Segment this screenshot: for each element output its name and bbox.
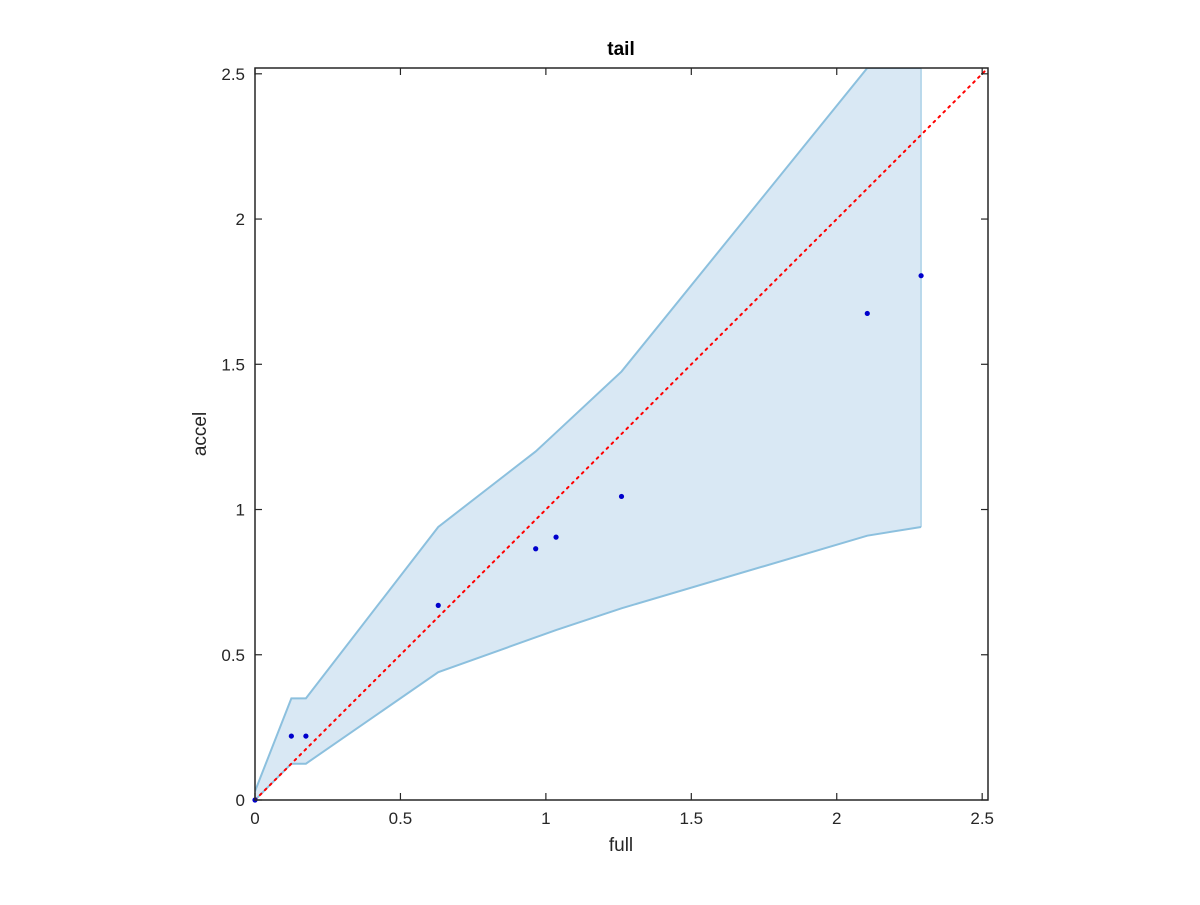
x-tick-label: 2.5	[970, 809, 994, 828]
x-tick-label: 2	[832, 809, 841, 828]
reference-line	[255, 68, 988, 800]
data-point	[533, 546, 539, 552]
axes-box	[254, 67, 989, 801]
data-points	[252, 273, 924, 803]
band-lower-edge	[255, 525, 922, 800]
data-point	[303, 733, 309, 739]
y-tick-label: 1.5	[221, 355, 245, 374]
y-tick-label: 2.5	[221, 65, 245, 84]
x-tick-label: 0	[250, 809, 259, 828]
y-tick-label: 1	[236, 501, 245, 520]
confidence-band	[255, 68, 922, 800]
x-tick-label: 0.5	[389, 809, 413, 828]
data-point	[288, 733, 294, 739]
y-tick-label: 2	[236, 210, 245, 229]
data-point	[918, 273, 924, 279]
y-axis-label: accel	[190, 412, 211, 456]
x-tick-label: 1.5	[679, 809, 703, 828]
x-axis-label: full	[609, 835, 633, 856]
band-fill	[255, 68, 922, 800]
data-point	[864, 310, 870, 317]
axis-ticks: 0 0.5 1 1.5 2 2.5 0 0.5 1 1.5 2 2.5	[221, 65, 994, 828]
y-tick-label: 0	[236, 791, 245, 810]
chart-title: tail	[607, 39, 634, 60]
data-point	[553, 534, 559, 540]
x-tick-label: 1	[541, 809, 550, 828]
band-upper-edge	[255, 68, 922, 792]
data-point	[435, 602, 441, 608]
data-point	[618, 493, 625, 500]
identity-reference-line	[255, 68, 988, 800]
y-tick-label: 0.5	[221, 646, 245, 665]
